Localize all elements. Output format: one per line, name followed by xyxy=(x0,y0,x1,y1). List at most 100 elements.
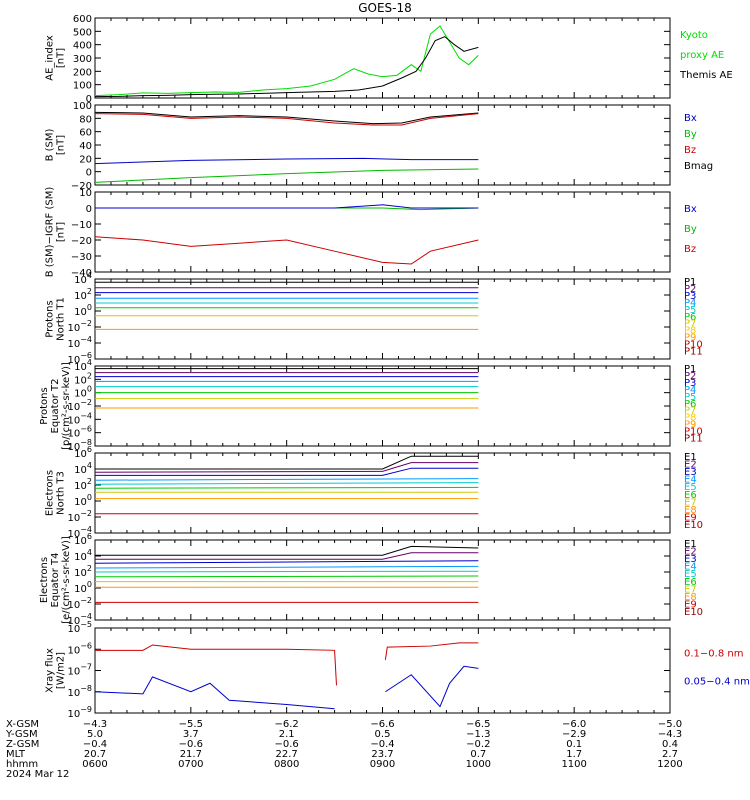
series-line-en-4 xyxy=(94,482,479,485)
series-line-ee-0 xyxy=(95,545,479,556)
y-tick-label-pe: 104 xyxy=(74,358,92,373)
footer-value: 0900 xyxy=(370,759,395,770)
series-line-en-3 xyxy=(94,478,479,481)
chart-title: GOES-18 xyxy=(358,1,412,15)
footer-value: 0.1 xyxy=(566,739,582,750)
y-tick-label-bsm: 80 xyxy=(79,114,92,125)
y-axis-label-bdiff: [nT] xyxy=(56,222,67,242)
y-tick-label-en: 104 xyxy=(74,461,92,476)
y-tick-label-ee: 100 xyxy=(74,580,92,595)
footer-value: 20.7 xyxy=(84,749,106,760)
footer-value: −0.4 xyxy=(83,739,107,750)
y-axis-label-pe: [p/(cm²-s-sr-keV)] xyxy=(61,362,72,450)
footer-value: 2.1 xyxy=(279,729,295,740)
legend-entry-pe: P10 xyxy=(684,426,703,437)
footer-value: −6.6 xyxy=(370,719,394,730)
legend-entry-ae: Kyoto xyxy=(680,30,708,41)
series-line-bdiff-2 xyxy=(94,236,479,265)
y-tick-label-bdiff: −10 xyxy=(71,220,92,231)
panel-frame-bdiff xyxy=(94,191,671,273)
y-tick-label-ae: 200 xyxy=(73,67,92,78)
y-tick-label-en: 106 xyxy=(74,445,92,460)
footer-value: −0.6 xyxy=(275,739,299,750)
series-line-ae-0 xyxy=(94,25,479,97)
y-tick-label-en: 102 xyxy=(74,477,92,492)
footer-row-label: Y-GSM xyxy=(5,729,38,740)
legend-entry-pn: P6 xyxy=(684,312,696,323)
legend-entry-ee: E3 xyxy=(684,554,697,565)
y-tick-label-en: 10−4 xyxy=(67,525,92,540)
footer-value: 23.7 xyxy=(371,749,393,760)
footer-row-label: X-GSM xyxy=(6,719,39,730)
footer-value: 1200 xyxy=(657,759,682,770)
y-tick-label-bdiff: −20 xyxy=(71,236,92,247)
legend-entry-ee: E2 xyxy=(684,546,697,557)
y-tick-label-xray: 10−7 xyxy=(67,663,92,678)
y-axis-label-ee: Equator T4 xyxy=(50,553,61,608)
legend-entry-ee: E10 xyxy=(684,607,703,618)
footer-value: 21.7 xyxy=(180,749,202,760)
y-tick-label-bdiff: 0 xyxy=(86,204,92,215)
legend-entry-ee: E5 xyxy=(684,569,697,580)
legend-entry-ee: E7 xyxy=(684,584,697,595)
y-tick-label-ee: 102 xyxy=(74,564,92,579)
footer-value: 0600 xyxy=(82,759,107,770)
y-tick-label-bdiff: −30 xyxy=(71,252,92,263)
y-tick-label-ae: 300 xyxy=(73,54,92,65)
footer-value: −4.3 xyxy=(658,729,682,740)
footer-value: 0700 xyxy=(178,759,203,770)
legend-entry-en: E9 xyxy=(684,513,697,524)
y-tick-label-ae: 100 xyxy=(73,81,92,92)
y-tick-label-bsm: 100 xyxy=(73,101,92,112)
legend-entry-pn: P5 xyxy=(684,305,696,316)
y-tick-label-pn: 10−4 xyxy=(67,335,92,350)
y-axis-label-ee: Electrons xyxy=(39,557,50,603)
legend-entry-bsm: Bmag xyxy=(684,161,713,172)
legend-entry-en: E3 xyxy=(684,467,697,478)
y-tick-label-bsm: 40 xyxy=(79,141,92,152)
y-tick-label-ae: 600 xyxy=(73,14,92,25)
footer-value: −0.2 xyxy=(466,739,490,750)
legend-entry-ae: Themis AE xyxy=(679,70,733,81)
legend-entry-en: E4 xyxy=(684,475,697,486)
y-tick-label-bsm: −20 xyxy=(71,181,92,192)
y-tick-label-pe: 102 xyxy=(74,371,92,386)
legend-entry-pe: P3 xyxy=(684,378,696,389)
footer-value: 0800 xyxy=(274,759,299,770)
legend-entry-en: E1 xyxy=(684,452,697,463)
legend-entry-pe: P5 xyxy=(684,392,696,403)
y-axis-label-ae: AE_index xyxy=(45,35,56,81)
y-axis-label-en: Electrons xyxy=(45,470,56,516)
series-line-xray-1 xyxy=(384,642,479,660)
footer-row-label: MLT xyxy=(6,749,26,760)
y-tick-label-ee: 10−2 xyxy=(67,596,92,611)
legend-entry-pe: P4 xyxy=(684,385,696,396)
footer-value: 0.4 xyxy=(662,739,678,750)
y-tick-label-ae: 400 xyxy=(73,41,92,52)
panel-frame-xray xyxy=(94,627,671,714)
y-tick-label-pn: 10−2 xyxy=(67,319,92,334)
y-axis-label-bsm: [nT] xyxy=(56,135,67,155)
legend-entry-pe: P6 xyxy=(684,399,696,410)
legend-entry-en: E7 xyxy=(684,497,697,508)
legend-entry-pn: P7 xyxy=(684,319,696,330)
series-line-xray-0 xyxy=(95,644,337,686)
legend-entry-ee: E8 xyxy=(684,592,697,603)
y-tick-label-pn: 102 xyxy=(74,287,92,302)
y-tick-label-xray: 10−5 xyxy=(67,620,92,635)
y-tick-label-pe: 10−2 xyxy=(67,398,92,413)
series-line-ee-1 xyxy=(95,552,479,560)
footer-value: −1.3 xyxy=(466,729,490,740)
series-line-ee-4 xyxy=(94,570,479,573)
legend-entry-pn: P8 xyxy=(684,326,696,337)
legend-entry-en: E5 xyxy=(684,482,697,493)
footer-value: 3.7 xyxy=(183,729,199,740)
legend-entry-en: E2 xyxy=(684,459,697,470)
series-line-ae-1 xyxy=(94,36,479,98)
y-tick-label-ae: 0 xyxy=(86,94,92,105)
legend-entry-bdiff: Bx xyxy=(684,204,697,215)
y-axis-label-pe: Equator T2 xyxy=(50,379,61,434)
y-axis-label-pn: North T1 xyxy=(56,297,67,341)
series-line-en-0 xyxy=(95,455,479,470)
y-axis-label-pn: Protons xyxy=(45,300,56,337)
